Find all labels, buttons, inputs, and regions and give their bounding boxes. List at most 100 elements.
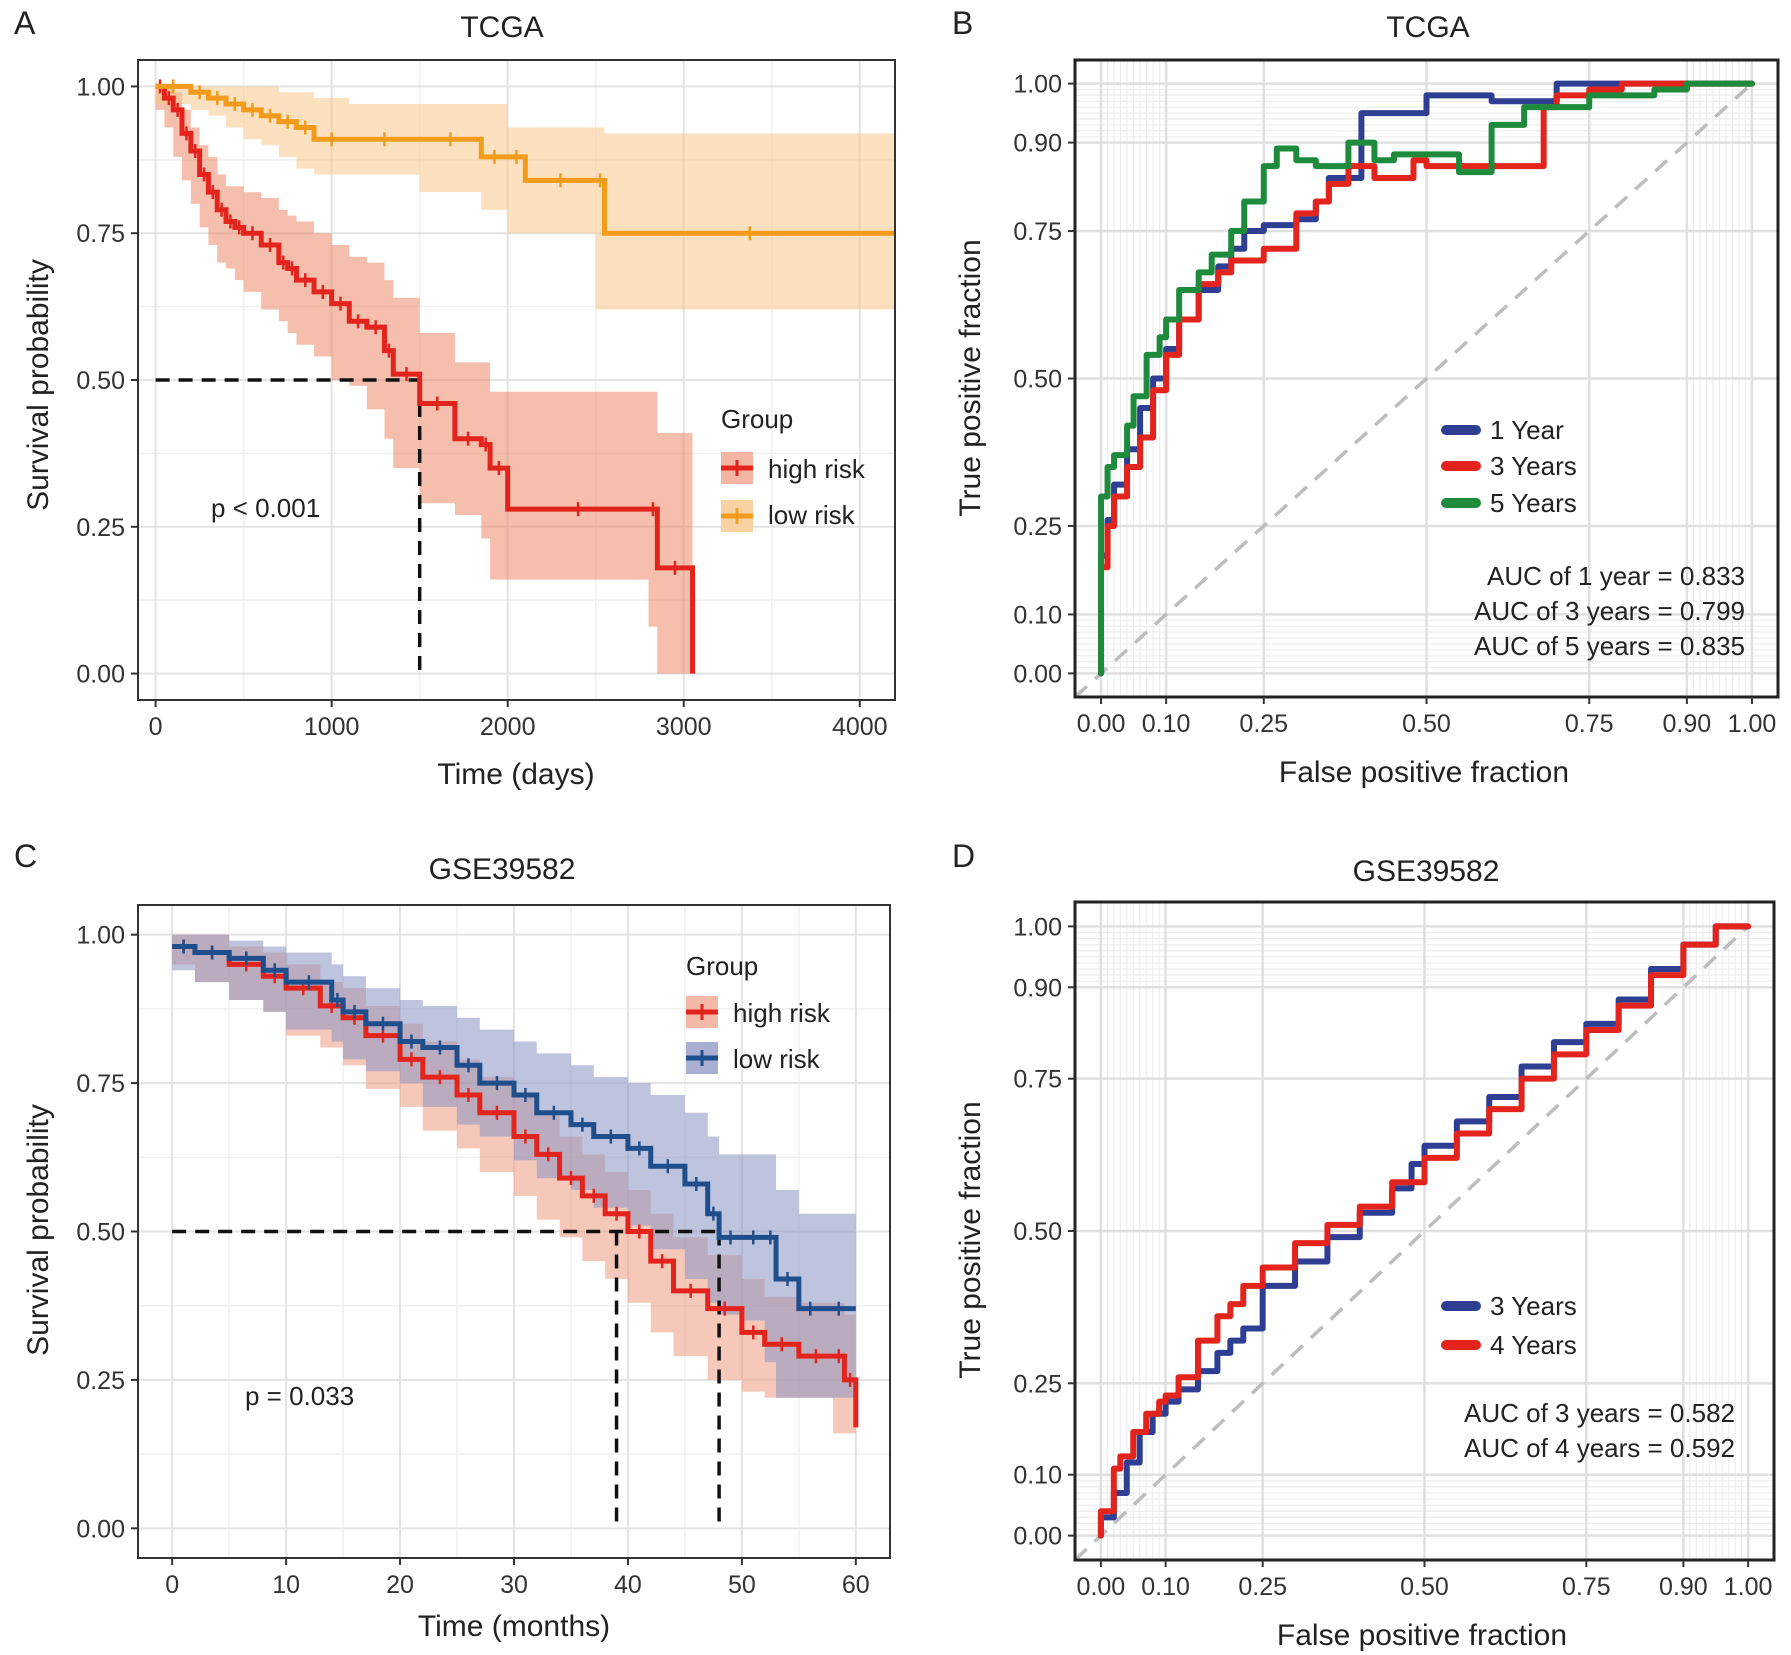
y-tick-label: 0.10: [1013, 1462, 1062, 1490]
x-tick-label: 50: [728, 1571, 756, 1599]
auc-5-years: AUC of 5 years = 0.835: [1474, 631, 1745, 661]
y-tick-label: 0.75: [76, 1070, 125, 1098]
panel-d: D GSE39582 0.000.000.100.100.250.250.500…: [952, 838, 1776, 1652]
y-tick-label: 0.75: [1013, 218, 1062, 246]
diagonal-reference-line: [1073, 925, 1750, 1562]
x-axis-title-c: Time (months): [418, 1610, 610, 1643]
x-tick-label: 4000: [832, 713, 888, 741]
y-tick-label: 0.90: [1013, 130, 1062, 158]
y-tick-label: 0.50: [1013, 1218, 1062, 1246]
plot-area-c: [138, 905, 890, 1558]
x-tick-label: 0.25: [1239, 710, 1288, 738]
axes-d: 0.00 0.00 0.10 0.10 0.25 0.25 0.50 0.50 0.75 0.75…: [1013, 900, 1776, 1601]
legend-label-3-years: 3 Years: [1490, 451, 1577, 481]
auc-d-3-years: AUC of 3 years = 0.582: [1464, 1398, 1735, 1428]
y-tick-label: 0.00: [1013, 660, 1062, 688]
confidence-band-low-risk: [172, 934, 856, 1398]
x-tick-label: 1.00: [1724, 1573, 1773, 1601]
y-tick-label: 0.25: [76, 1367, 125, 1395]
x-tick-label: 2000: [480, 713, 536, 741]
panel-letter-c: C: [14, 838, 37, 874]
x-tick-label: 60: [842, 1571, 870, 1599]
x-tick-label: 0: [149, 713, 163, 741]
y-axis-title-d: True positive fraction: [954, 1101, 987, 1378]
x-tick-label: 40: [614, 1571, 642, 1599]
roc-curve-1-Year: [1098, 80, 1755, 677]
y-tick-label: 1.00: [1013, 71, 1062, 99]
survival-curve-low-risk: [172, 944, 856, 1312]
y-tick-label: 1.00: [76, 922, 125, 950]
x-tick-label: 0.00: [1077, 1573, 1126, 1601]
axes-c: 0 10 20 30 40 50 60 0.00 0.25 0.50 0.75 1.00: [76, 904, 891, 1599]
legend-title-c: Group: [686, 951, 758, 981]
y-tick-label: 0.75: [76, 220, 125, 248]
y-tick-label: 0.00: [76, 661, 125, 689]
diagonal-reference-line: [1073, 82, 1754, 699]
plot-area-d: [1073, 902, 1774, 1562]
panel-c: C GSE39582 0 10 20 30 40 50 60 0.00 0.25 0.50 0.75…: [14, 838, 891, 1643]
confidence-band-high-risk: [155, 86, 693, 674]
auc-d-4-years: AUC of 4 years = 0.592: [1464, 1433, 1735, 1463]
plot-area-a: [138, 60, 896, 700]
x-tick-label: 0.25: [1238, 1573, 1287, 1601]
x-tick-label: 0.90: [1659, 1573, 1708, 1601]
x-tick-label: 1.00: [1728, 710, 1777, 738]
axes-b: 0.00 0.00 0.10 0.10 0.25 0.25 0.50 0.50 0.75 0.75…: [1013, 58, 1780, 738]
x-tick-label: 0.75: [1562, 1573, 1611, 1601]
x-axis-title-a: Time (days): [437, 758, 594, 791]
legend-label-c-high-risk: high risk: [733, 998, 831, 1028]
plot-title-c: GSE39582: [429, 853, 576, 886]
y-axis-title-c: Survival probability: [22, 1104, 55, 1356]
legend-title-a: Group: [721, 404, 793, 434]
y-tick-label: 0.10: [1013, 601, 1062, 629]
x-tick-label: 30: [500, 1571, 528, 1599]
x-tick-label: 0.75: [1565, 710, 1614, 738]
y-tick-label: 0.50: [76, 1219, 125, 1247]
x-axis-title-d: False positive fraction: [1277, 1619, 1567, 1652]
y-tick-label: 0.25: [1013, 1370, 1062, 1398]
x-tick-label: 1000: [304, 713, 360, 741]
plot-title-b: TCGA: [1386, 11, 1469, 44]
y-tick-label: 0.00: [76, 1515, 125, 1543]
panel-a: A TCGA 0 1000 2000 3000 4000 0.00 0.25 0.50 0.75…: [14, 5, 896, 791]
y-tick-label: 0.90: [1013, 974, 1062, 1002]
y-tick-label: 1.00: [76, 73, 125, 101]
roc-curve-4-Years: [1097, 923, 1752, 1539]
x-tick-label: 20: [386, 1571, 414, 1599]
panel-letter-d: D: [952, 838, 975, 874]
legend-label-1-year: 1 Year: [1490, 415, 1564, 445]
x-tick-label: 0.50: [1400, 1573, 1449, 1601]
y-tick-label: 0.25: [1013, 513, 1062, 541]
x-tick-label: 10: [272, 1571, 300, 1599]
y-tick-label: 0.75: [1013, 1066, 1062, 1094]
plot-title-d: GSE39582: [1353, 855, 1500, 888]
y-tick-label: 1.00: [1013, 913, 1062, 941]
y-tick-label: 0.25: [76, 514, 125, 542]
y-tick-label: 0.50: [76, 367, 125, 395]
y-tick-label: 0.50: [1013, 366, 1062, 394]
panel-letter-a: A: [14, 5, 36, 41]
axes-a: 0 1000 2000 3000 4000 0.00 0.25 0.50 0.75 1.00: [76, 59, 896, 741]
auc-1-year: AUC of 1 year = 0.833: [1487, 561, 1745, 591]
plot-area-b: [1073, 60, 1778, 699]
panel-b: B TCGA 0.000.000.100.100.250.250.500.500…: [952, 5, 1780, 789]
x-tick-label: 0: [165, 1571, 179, 1599]
x-tick-label: 0.50: [1402, 710, 1451, 738]
roc-curve-5-Years: [1098, 80, 1755, 677]
x-tick-label: 0.00: [1077, 710, 1126, 738]
legend-label-d-4-years: 4 Years: [1490, 1330, 1577, 1360]
x-tick-label: 0.90: [1663, 710, 1712, 738]
y-tick-label: 0.00: [1013, 1523, 1062, 1551]
legend-label-d-3-years: 3 Years: [1490, 1291, 1577, 1321]
panel-letter-b: B: [952, 5, 973, 41]
x-tick-label: 0.10: [1142, 710, 1191, 738]
survival-curve-high-risk: [155, 83, 696, 674]
p-value-c: p = 0.033: [245, 1381, 354, 1411]
x-tick-label: 3000: [656, 713, 712, 741]
x-axis-title-b: False positive fraction: [1279, 756, 1569, 789]
y-axis-title-b: True positive fraction: [954, 239, 987, 516]
confidence-band-low-risk: [155, 86, 896, 310]
legend-label-c-low-risk: low risk: [733, 1044, 821, 1074]
x-tick-label: 0.10: [1141, 1573, 1190, 1601]
